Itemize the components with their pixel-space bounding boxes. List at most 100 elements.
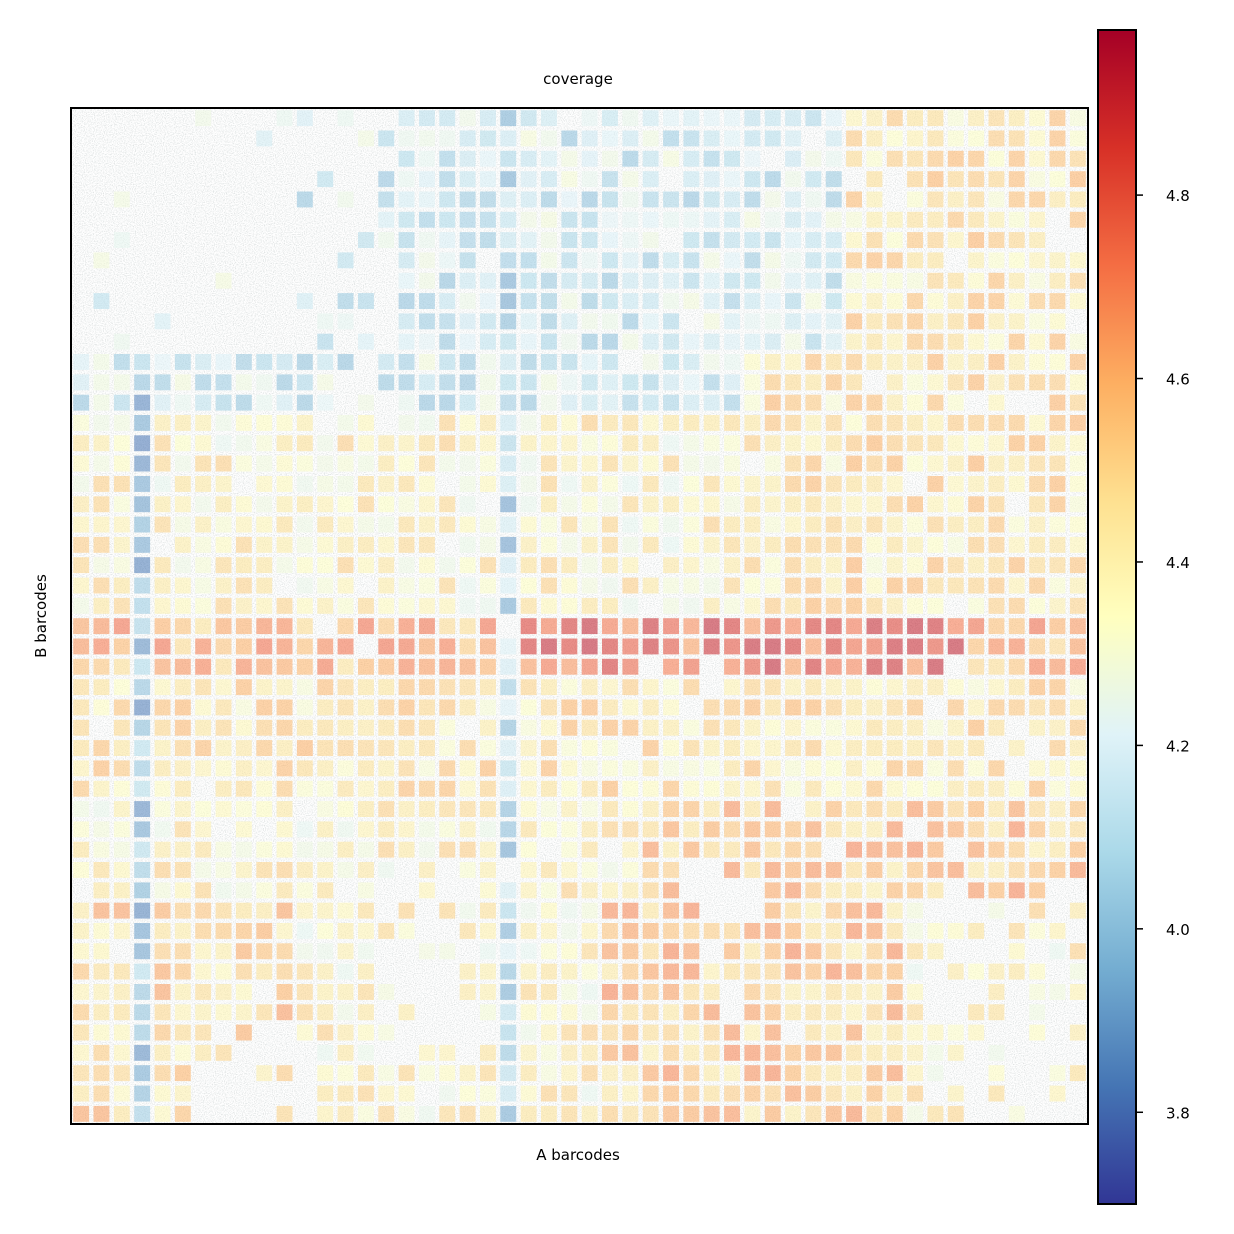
heatmap-cell [927,110,944,127]
heatmap-cell [1008,679,1025,696]
heatmap-cell [276,740,293,756]
heatmap-cell [785,415,801,431]
heatmap-cell [927,293,944,309]
heatmap-cell [825,638,842,655]
heatmap-cell [846,557,862,574]
heatmap-cell [73,597,90,614]
heatmap-cell [947,374,964,391]
heatmap-cell [1049,171,1066,188]
heatmap-cell [683,435,700,452]
heatmap-cell [663,821,679,838]
heatmap-cell [1008,171,1025,188]
heatmap-cell [419,841,435,858]
heatmap-cell [113,516,130,533]
heatmap-cell [968,252,985,269]
heatmap-cell [907,984,923,1000]
heatmap-cell [602,171,618,188]
heatmap-cell [235,780,252,797]
heatmap-cell [846,902,862,919]
heatmap-cell [520,902,537,919]
heatmap-cell [500,394,517,411]
heatmap-cell [1008,801,1025,817]
heatmap-cell [459,110,476,127]
heatmap-cell [480,516,496,533]
heatmap-cell [195,862,212,878]
heatmap-cell [174,984,191,1000]
heatmap-cell [378,597,395,614]
heatmap-cell [195,760,212,777]
heatmap-cell [805,943,822,960]
heatmap-cell [500,211,517,228]
heatmap-cell [846,801,862,817]
heatmap-cell [907,963,923,980]
heatmap-cell [520,699,537,716]
heatmap-cell [1029,902,1046,919]
heatmap-cell [419,760,435,777]
heatmap-cell [846,923,862,939]
heatmap-cell [1049,1085,1066,1102]
heatmap-cell [256,862,273,878]
heatmap-cell [764,354,781,370]
heatmap-cell [235,943,252,960]
heatmap-cell [195,394,212,411]
heatmap-cell [174,821,191,838]
heatmap-cell [358,760,374,777]
heatmap-cell [886,780,903,797]
heatmap-cell [93,963,110,980]
heatmap-cell [1008,354,1025,370]
colorbar-gradient [1098,30,1136,1204]
heatmap-cell [642,516,659,533]
heatmap-cell [174,618,191,635]
heatmap-cell [520,191,537,208]
heatmap-cell [73,638,90,655]
heatmap-cell [988,557,1005,574]
heatmap-cell [1069,1024,1086,1041]
heatmap-cell [500,577,517,594]
heatmap-cell [500,455,517,472]
heatmap-cell [947,536,964,553]
heatmap-cells [73,110,1086,1122]
heatmap-cell [602,313,618,330]
heatmap-cell [358,658,374,675]
heatmap-cell [561,963,578,980]
heatmap-cell [439,557,456,574]
heatmap-cell [947,699,964,716]
heatmap-cell [703,1085,720,1102]
heatmap-cell [398,1105,415,1122]
heatmap-cell [154,760,171,777]
heatmap-cell [439,597,456,614]
heatmap-cell [846,841,862,858]
heatmap-cell [541,1085,557,1102]
heatmap-cell [866,740,883,756]
heatmap-cell [907,679,923,696]
heatmap-cell [581,333,598,350]
heatmap-cell [622,1065,639,1082]
heatmap-cell [886,821,903,838]
heatmap-cell [174,963,191,980]
heatmap-cell [1008,415,1025,431]
heatmap-cell [1069,516,1086,533]
heatmap-cell [215,740,232,756]
heatmap-cell [846,577,862,594]
heatmap-cell [703,1105,720,1122]
heatmap-cell [724,130,740,147]
heatmap-cell [663,597,679,614]
heatmap-cell [602,455,618,472]
heatmap-cell [1029,293,1046,309]
heatmap-cell [642,476,659,492]
heatmap-cell [642,821,659,838]
heatmap-cell [459,577,476,594]
heatmap-cell [419,638,435,655]
heatmap-cell [73,679,90,696]
heatmap-cell [235,374,252,391]
heatmap-cell [276,597,293,614]
heatmap-cell [744,638,761,655]
heatmap-cell [581,984,598,1000]
heatmap-cell [622,191,639,208]
heatmap-cell [602,191,618,208]
heatmap-cell [296,1024,313,1041]
heatmap-cell [500,923,517,939]
heatmap-cell [419,618,435,635]
heatmap-cell [398,760,415,777]
heatmap-cell [642,1024,659,1041]
